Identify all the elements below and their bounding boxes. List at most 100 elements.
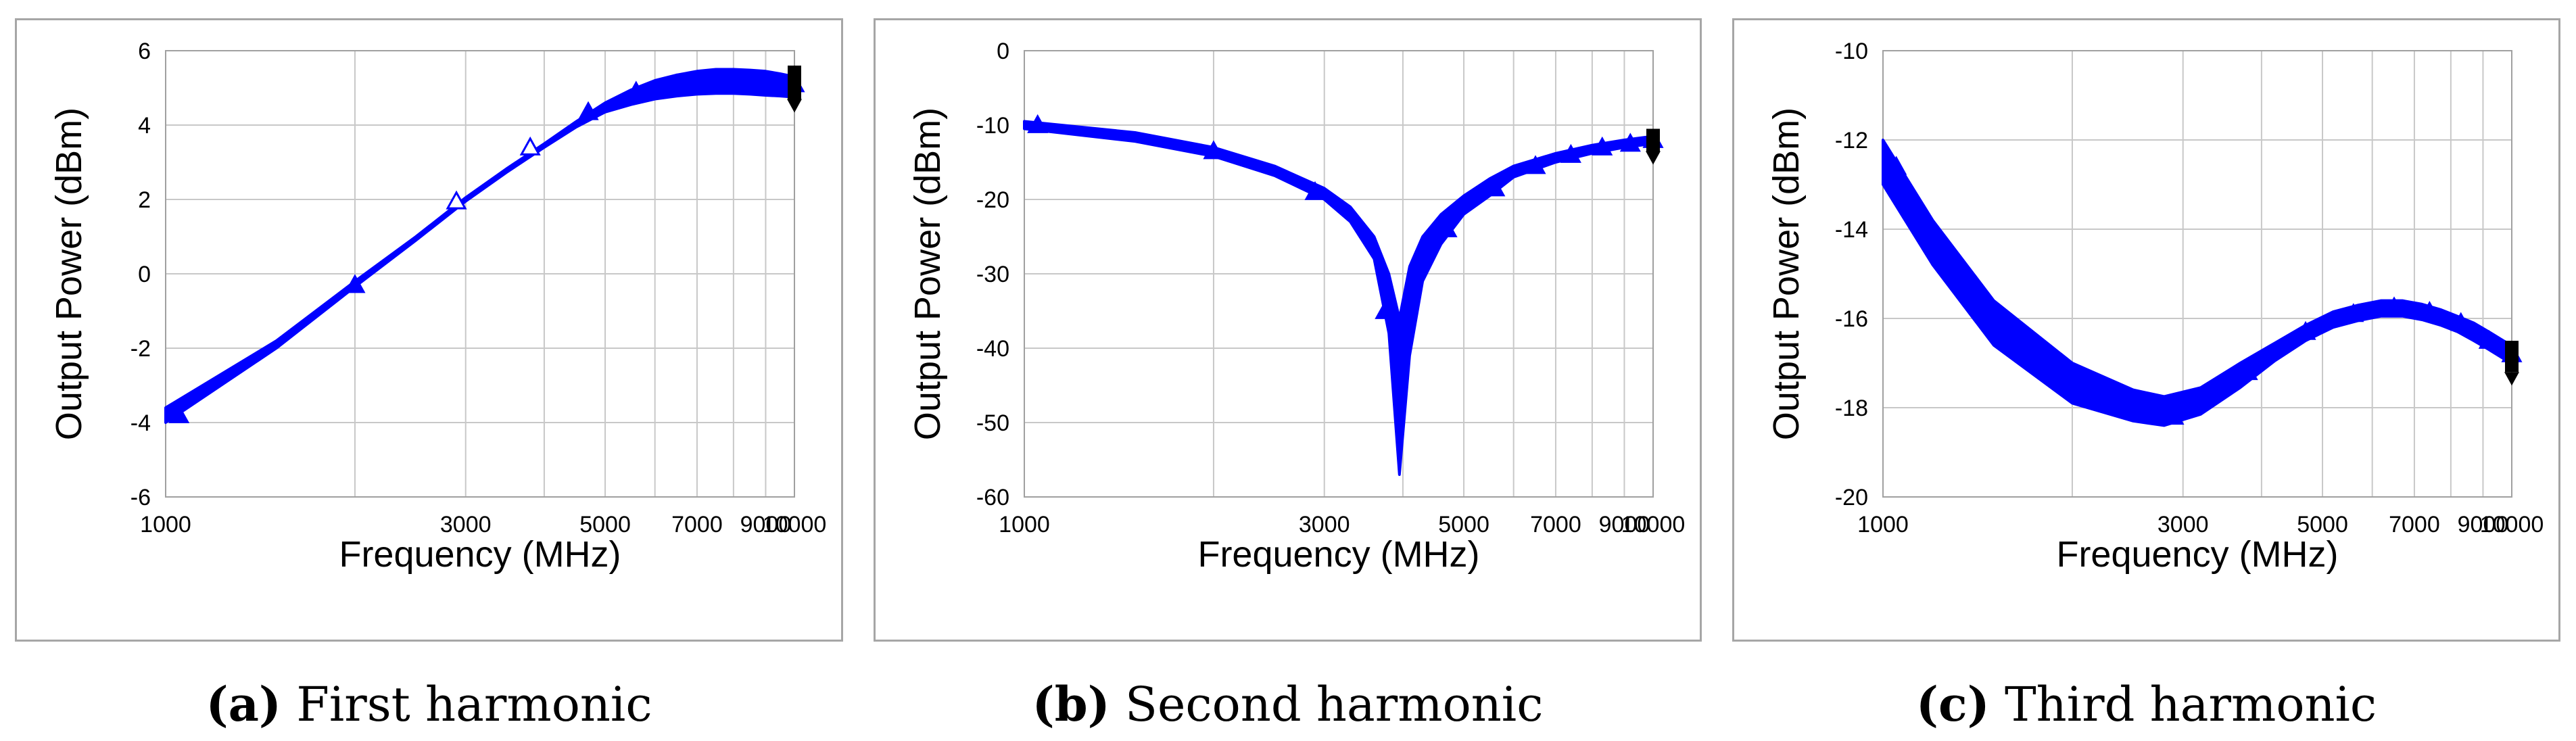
series-band-c [1882, 139, 2513, 427]
series-marker-b [1027, 114, 1049, 133]
x-tick-label-a: 3000 [440, 512, 492, 537]
x-axis-label-c: Frequency (MHz) [2056, 534, 2338, 575]
series-marker-c [1886, 156, 1907, 175]
y-axis-label-b: Output Power (dBm) [907, 107, 948, 440]
y-tick-label-c: -18 [1835, 396, 1868, 421]
series-marker-b [1304, 181, 1326, 200]
y-tick-label-b: -30 [976, 262, 1009, 287]
x-tick-label-c: 10000 [2480, 512, 2544, 537]
x-tick-label-c: 9000 [2458, 512, 2509, 537]
x-tick-label-b: 10000 [1621, 512, 1686, 537]
x-tick-label-a: 7000 [671, 512, 723, 537]
y-tick-label-c: -16 [1835, 306, 1868, 332]
series-marker-c [2061, 361, 2083, 381]
chart-panel-b: -60 -50 -40 -30 -20 -10 0 1000 3000 5000 7000 9000 1… [874, 18, 1702, 642]
caption-c-tag: (c) [1915, 676, 1990, 732]
x-tick-label-c: 1000 [1857, 512, 1909, 537]
end-cap-a [788, 66, 801, 99]
y-tick-label-a: 0 [138, 262, 151, 287]
y-tick-label-b: -40 [976, 336, 1009, 362]
series-marker-a [577, 101, 599, 120]
series-marker-b [1203, 140, 1224, 160]
end-cap-c [2505, 341, 2519, 373]
end-cap-arrow-a [787, 99, 802, 113]
x-tick-label-b: 1000 [999, 512, 1050, 537]
x-tick-label-a: 9000 [740, 512, 792, 537]
series-marker-a [733, 69, 755, 89]
series-marker-c [2383, 296, 2405, 316]
y-tick-label-a: 6 [138, 39, 151, 64]
caption-a-tag: (a) [206, 676, 282, 732]
series-marker-c [2450, 312, 2472, 331]
series-band-a [164, 68, 796, 424]
x-axis-label-a: Frequency (MHz) [339, 534, 621, 575]
y-tick-label-a: 4 [138, 113, 151, 139]
series-marker-a [519, 136, 541, 156]
y-tick-label-a: 2 [138, 187, 151, 213]
x-tick-label-c: 7000 [2389, 512, 2440, 537]
series-marker-b [1592, 136, 1613, 156]
y-tick-label-b: -10 [976, 113, 1009, 139]
series-marker-c [2478, 329, 2500, 349]
x-tick-label-b: 7000 [1530, 512, 1581, 537]
series-marker-a [761, 75, 782, 95]
x-tick-label-c: 5000 [2297, 512, 2348, 537]
y-tick-label-c: -14 [1835, 217, 1868, 243]
end-cap-arrow-c [2504, 372, 2519, 386]
y-tick-label-c: -20 [1835, 485, 1868, 510]
series-marker-a [344, 274, 366, 293]
series-marker-c [2163, 406, 2185, 425]
series-marker-b [1436, 218, 1458, 237]
y-tick-label-b: 0 [997, 39, 1009, 64]
x-tick-label-a: 1000 [140, 512, 191, 537]
series-marker-c [2343, 303, 2364, 322]
end-cap-arrow-b [1646, 151, 1661, 165]
y-tick-label-a: -2 [130, 336, 151, 362]
x-tick-label-c: 3000 [2157, 512, 2209, 537]
series-marker-b [1375, 300, 1396, 319]
series-marker-c [2237, 361, 2258, 381]
series-marker-a [446, 190, 467, 210]
caption-c-text: Third harmonic [2004, 677, 2377, 732]
chart-b: -60 -50 -40 -30 -20 -10 0 1000 3000 5000 7000 90001… [907, 39, 1686, 575]
series-marker-b [1619, 133, 1641, 152]
series-marker-a [666, 73, 688, 93]
y-tick-label-c: -10 [1835, 39, 1868, 64]
series-band-b [1023, 120, 1654, 476]
caption-b-text: Second harmonic [1125, 677, 1544, 732]
series-marker-c [2295, 320, 2316, 340]
y-tick-label-b: -60 [976, 485, 1009, 510]
series-marker-a [701, 69, 723, 89]
plot-frame-b [1024, 50, 1654, 498]
series-marker-b [1484, 177, 1506, 197]
plot-frame-a [165, 50, 795, 498]
series-marker-c [2418, 301, 2440, 320]
series-marker-b [1525, 155, 1546, 174]
caption-b-tag: (b) [1032, 676, 1110, 732]
series-marker-a [625, 80, 647, 100]
y-axis-label-c: Output Power (dBm) [1766, 107, 1807, 440]
chart-panel-a: -6 -4 -2 0 2 4 6 1000 3000 5000 7000 9000 10000 Frequ… [15, 18, 843, 642]
series-marker-b [1560, 143, 1581, 163]
caption-c: (c) Third harmonic [1732, 676, 2560, 732]
y-tick-label-b: -20 [976, 187, 1009, 213]
caption-b: (b) Second harmonic [874, 676, 1702, 732]
x-tick-label-a: 10000 [763, 512, 827, 537]
plot-frame-c [1882, 50, 2512, 498]
chart-panel-c: -20 -18 -16 -14 -12 -10 1000 3000 5000 7000 9000 10… [1732, 18, 2560, 642]
end-cap-b [1646, 128, 1660, 151]
y-tick-label-a: -4 [130, 410, 151, 436]
caption-a-text: First harmonic [296, 677, 652, 732]
y-tick-label-b: -50 [976, 410, 1009, 436]
x-tick-label-b: 9000 [1599, 512, 1650, 537]
y-tick-label-c: -12 [1835, 128, 1868, 153]
series-marker-a [168, 404, 190, 423]
x-tick-label-b: 5000 [1438, 512, 1489, 537]
x-tick-label-a: 5000 [579, 512, 631, 537]
x-axis-label-b: Frequency (MHz) [1197, 534, 1479, 575]
y-tick-label-a: -6 [130, 485, 151, 510]
x-tick-label-b: 3000 [1299, 512, 1350, 537]
y-axis-label-a: Output Power (dBm) [49, 107, 89, 440]
caption-a: (a) First harmonic [15, 676, 843, 732]
